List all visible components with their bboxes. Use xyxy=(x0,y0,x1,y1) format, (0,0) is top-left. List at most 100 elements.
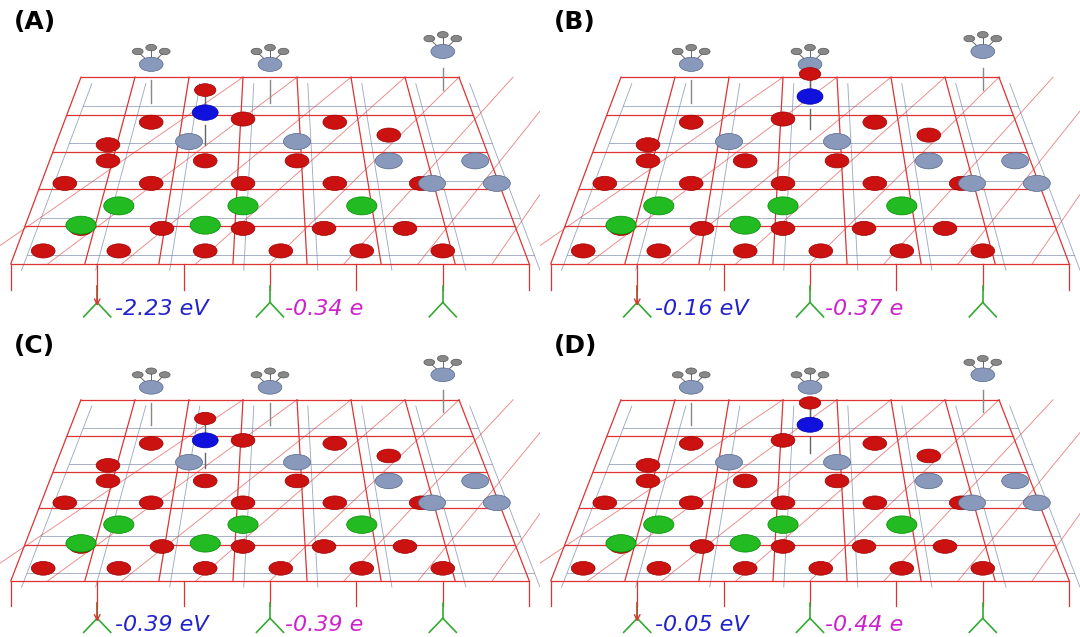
Circle shape xyxy=(933,540,957,554)
Circle shape xyxy=(350,561,374,575)
Circle shape xyxy=(423,36,434,42)
Circle shape xyxy=(887,516,917,533)
Circle shape xyxy=(890,244,914,258)
Circle shape xyxy=(917,154,941,168)
Circle shape xyxy=(791,48,801,55)
Text: -0.34 e: -0.34 e xyxy=(285,299,363,318)
Circle shape xyxy=(647,561,671,575)
Circle shape xyxy=(768,516,798,533)
Circle shape xyxy=(991,359,1002,366)
Circle shape xyxy=(393,540,417,554)
Circle shape xyxy=(283,454,311,470)
Circle shape xyxy=(959,495,986,511)
Circle shape xyxy=(409,496,433,510)
Circle shape xyxy=(350,244,374,258)
Circle shape xyxy=(799,68,821,80)
Circle shape xyxy=(715,454,743,470)
Circle shape xyxy=(377,154,401,168)
Circle shape xyxy=(863,176,887,190)
Circle shape xyxy=(593,496,617,510)
Circle shape xyxy=(797,89,823,104)
Circle shape xyxy=(571,244,595,258)
Circle shape xyxy=(679,380,703,394)
Circle shape xyxy=(690,540,714,554)
Circle shape xyxy=(190,216,220,234)
Circle shape xyxy=(606,534,636,552)
Circle shape xyxy=(192,433,218,448)
Circle shape xyxy=(949,176,973,190)
Circle shape xyxy=(377,128,401,142)
Circle shape xyxy=(686,368,697,374)
Circle shape xyxy=(139,57,163,71)
Circle shape xyxy=(190,534,220,552)
Circle shape xyxy=(917,128,941,142)
Circle shape xyxy=(733,474,757,488)
Circle shape xyxy=(312,221,336,236)
Circle shape xyxy=(66,534,96,552)
Circle shape xyxy=(269,244,293,258)
Circle shape xyxy=(31,561,55,575)
Circle shape xyxy=(977,355,988,362)
Circle shape xyxy=(160,371,171,378)
Circle shape xyxy=(175,134,203,150)
Circle shape xyxy=(636,459,660,472)
Text: -0.39 eV: -0.39 eV xyxy=(116,615,208,634)
Circle shape xyxy=(437,31,448,38)
Circle shape xyxy=(609,221,633,236)
Circle shape xyxy=(150,221,174,236)
Circle shape xyxy=(193,561,217,575)
Circle shape xyxy=(431,45,455,59)
Circle shape xyxy=(636,474,660,488)
Circle shape xyxy=(700,48,711,55)
Circle shape xyxy=(69,221,93,236)
Circle shape xyxy=(1024,495,1050,511)
Text: (A): (A) xyxy=(13,10,56,34)
Circle shape xyxy=(679,115,703,129)
Circle shape xyxy=(679,496,703,510)
Circle shape xyxy=(265,368,275,374)
Circle shape xyxy=(175,454,203,470)
Circle shape xyxy=(609,540,633,554)
Circle shape xyxy=(644,197,674,215)
Circle shape xyxy=(715,134,743,150)
Circle shape xyxy=(949,496,973,510)
Circle shape xyxy=(809,561,833,575)
Text: -0.44 e: -0.44 e xyxy=(825,615,903,634)
Circle shape xyxy=(733,154,757,168)
Circle shape xyxy=(791,371,801,378)
Circle shape xyxy=(228,516,258,533)
Circle shape xyxy=(686,45,697,51)
Circle shape xyxy=(679,57,703,71)
Circle shape xyxy=(96,459,120,472)
Circle shape xyxy=(1002,153,1029,169)
Circle shape xyxy=(798,57,822,71)
Circle shape xyxy=(805,45,815,51)
Circle shape xyxy=(730,534,760,552)
Text: -2.23 eV: -2.23 eV xyxy=(116,299,208,318)
Circle shape xyxy=(423,359,434,366)
Circle shape xyxy=(132,371,143,378)
Circle shape xyxy=(285,474,309,488)
Circle shape xyxy=(431,244,455,258)
Circle shape xyxy=(160,48,171,55)
Circle shape xyxy=(419,495,446,511)
Circle shape xyxy=(771,540,795,554)
Circle shape xyxy=(146,368,157,374)
Circle shape xyxy=(771,176,795,190)
Circle shape xyxy=(377,449,401,463)
Circle shape xyxy=(805,368,815,374)
Circle shape xyxy=(139,380,163,394)
Circle shape xyxy=(1024,175,1050,191)
Circle shape xyxy=(96,138,120,152)
Circle shape xyxy=(231,434,255,447)
Circle shape xyxy=(606,216,636,234)
Circle shape xyxy=(819,371,829,378)
Circle shape xyxy=(959,175,986,191)
Circle shape xyxy=(451,359,462,366)
Circle shape xyxy=(863,115,887,129)
Circle shape xyxy=(193,244,217,258)
Circle shape xyxy=(66,216,96,234)
Circle shape xyxy=(146,45,157,51)
Circle shape xyxy=(771,434,795,447)
Circle shape xyxy=(376,473,402,489)
